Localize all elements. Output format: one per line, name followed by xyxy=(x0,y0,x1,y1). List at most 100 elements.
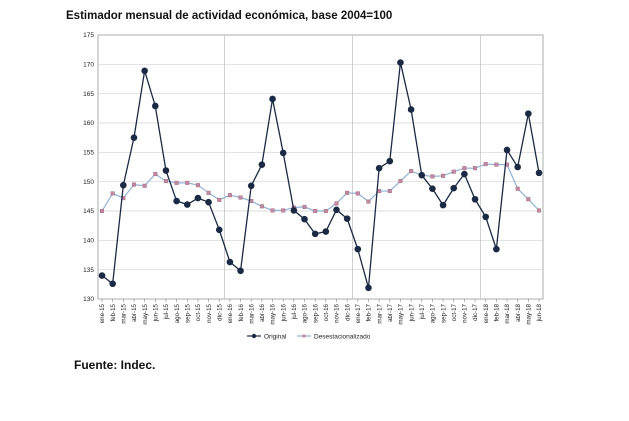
data-point xyxy=(259,204,264,209)
y-tick-label: 155 xyxy=(83,150,94,157)
data-point xyxy=(345,190,350,195)
x-tick-label: jun-16 xyxy=(280,303,287,322)
data-point xyxy=(153,172,158,177)
y-tick-label: 145 xyxy=(83,208,94,215)
data-point xyxy=(451,169,456,174)
legend-label: Desestacionalizado xyxy=(314,333,371,340)
data-point xyxy=(301,215,308,223)
data-point xyxy=(493,245,500,253)
data-point xyxy=(418,171,426,179)
data-point xyxy=(238,195,243,200)
data-point xyxy=(461,170,468,178)
x-tick-label: dic-15 xyxy=(216,303,223,320)
data-point xyxy=(109,280,116,288)
data-point xyxy=(334,201,339,206)
data-point xyxy=(503,146,511,154)
data-point xyxy=(195,183,200,188)
chart-title: Estimador mensual de actividad económica… xyxy=(66,10,393,22)
x-tick-label: may-16 xyxy=(270,303,277,324)
legend-marker xyxy=(251,333,257,339)
data-point xyxy=(290,207,298,214)
data-point xyxy=(99,208,104,213)
data-point xyxy=(313,208,318,213)
data-point xyxy=(515,186,520,191)
x-tick-label: sep-15 xyxy=(184,303,191,322)
data-point xyxy=(110,191,115,196)
data-point xyxy=(439,201,447,209)
x-tick-label: feb-15 xyxy=(110,303,117,321)
data-point xyxy=(247,182,255,190)
data-point xyxy=(526,197,531,202)
x-tick-label: jul-15 xyxy=(163,303,170,320)
data-point xyxy=(429,185,436,193)
x-tick-label: nov-16 xyxy=(334,303,341,322)
data-point xyxy=(131,182,136,187)
grid-lines xyxy=(98,35,543,299)
x-tick-label: jun-15 xyxy=(152,303,159,322)
x-tick-label: ene-16 xyxy=(227,303,234,323)
x-tick-label: ene-15 xyxy=(99,303,106,323)
x-tick-label: oct-17 xyxy=(451,303,458,321)
data-point xyxy=(355,191,360,196)
data-point xyxy=(462,166,467,171)
y-tick-label: 130 xyxy=(83,296,94,303)
x-tick-label: ago-16 xyxy=(302,303,309,323)
series-layer xyxy=(98,59,543,292)
data-point xyxy=(141,67,148,75)
data-point xyxy=(375,164,383,172)
data-point xyxy=(409,169,414,174)
data-point xyxy=(302,204,307,209)
plot-area xyxy=(97,34,544,300)
data-point xyxy=(354,245,362,253)
data-point xyxy=(206,190,211,195)
data-point xyxy=(174,180,179,185)
data-point xyxy=(205,198,212,206)
x-tick-label: dic-17 xyxy=(472,303,479,320)
data-point xyxy=(237,267,244,275)
x-tick-label: ago-17 xyxy=(430,303,437,323)
data-point xyxy=(217,197,222,202)
x-tick-label: mar-15 xyxy=(121,303,128,323)
x-tick-label: feb-18 xyxy=(494,303,501,321)
x-tick-label: mar-17 xyxy=(376,303,383,323)
data-point xyxy=(281,208,286,213)
y-tick-label: 150 xyxy=(83,179,94,186)
data-point xyxy=(98,272,106,279)
source-note: Fuente: Indec. xyxy=(74,358,156,372)
data-point xyxy=(163,179,168,184)
x-tick-label: sep-17 xyxy=(440,303,447,322)
data-point xyxy=(471,195,479,203)
x-tick-label: abr-16 xyxy=(259,303,266,321)
data-point xyxy=(365,284,372,292)
data-point xyxy=(398,179,403,184)
data-point xyxy=(120,181,127,189)
data-point xyxy=(366,199,371,204)
data-point xyxy=(450,184,458,192)
data-point xyxy=(227,193,232,198)
data-point xyxy=(151,102,159,110)
x-tick-label: ene-18 xyxy=(483,303,490,323)
legend-label: Original xyxy=(264,333,287,340)
x-tick-label: nov-15 xyxy=(206,303,213,322)
x-tick-label: feb-17 xyxy=(366,303,373,321)
x-tick-label: abr-15 xyxy=(131,303,138,321)
data-point xyxy=(270,208,275,213)
data-point xyxy=(173,197,180,205)
x-tick-label: dic-16 xyxy=(344,303,351,320)
x-tick-label: jul-16 xyxy=(291,303,298,320)
x-tick-label: oct-16 xyxy=(323,303,330,321)
x-tick-label: oct-15 xyxy=(195,303,202,321)
x-axis-ticks: ene-15 feb-15 mar-15 abr-15 may-15 jun-15 jul-… xyxy=(99,299,543,325)
data-point xyxy=(525,110,532,117)
y-tick-label: 175 xyxy=(83,32,94,39)
y-axis-ticks: 130 135 140 145 150 155 160 165 170 175 xyxy=(83,32,94,303)
data-point xyxy=(258,161,266,168)
data-point xyxy=(322,228,330,235)
data-point xyxy=(535,169,543,177)
data-point xyxy=(514,163,521,171)
y-tick-label: 140 xyxy=(83,238,94,245)
data-point xyxy=(226,258,234,266)
x-tick-label: sep-16 xyxy=(312,303,319,322)
data-point xyxy=(482,213,490,221)
data-point xyxy=(430,174,435,179)
